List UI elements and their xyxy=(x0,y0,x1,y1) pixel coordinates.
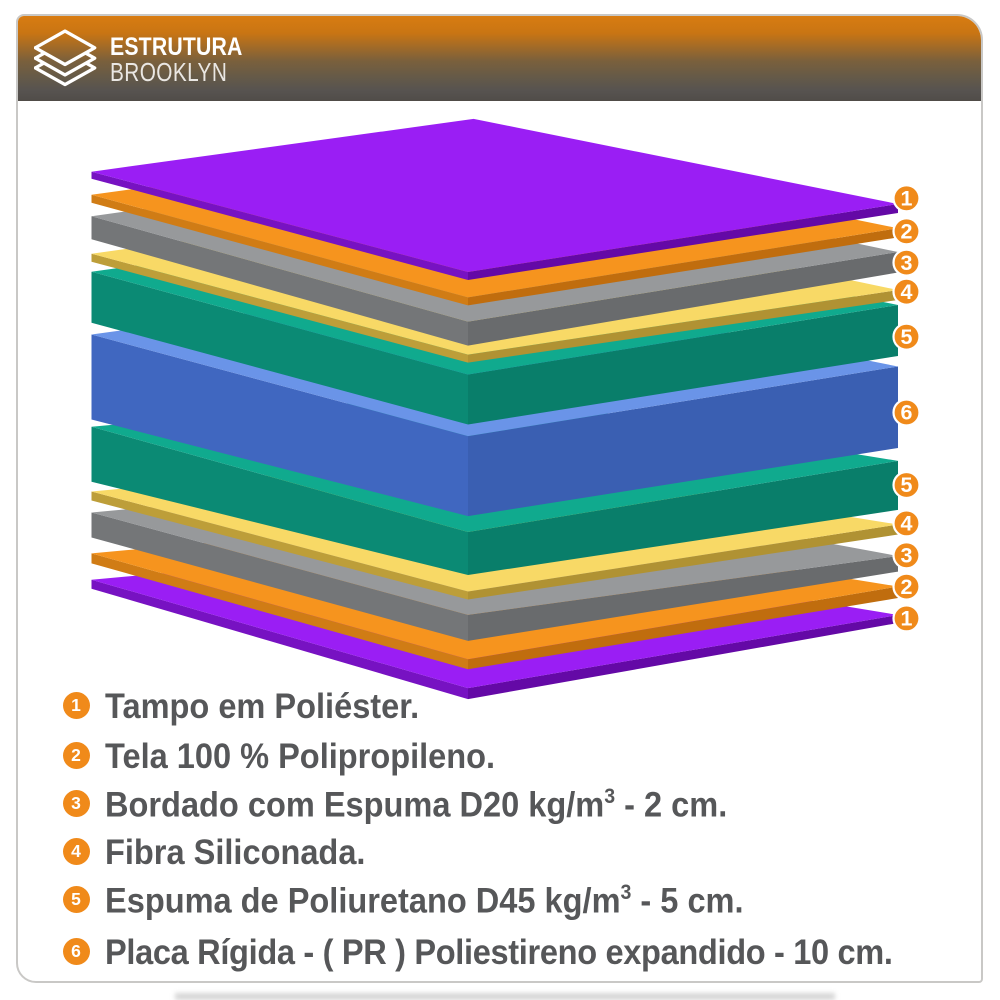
svg-text:5: 5 xyxy=(901,325,913,349)
svg-text:6: 6 xyxy=(901,401,913,425)
svg-text:1: 1 xyxy=(901,187,913,211)
svg-text:5: 5 xyxy=(901,473,913,497)
svg-text:3: 3 xyxy=(901,544,913,568)
svg-text:1: 1 xyxy=(901,607,913,631)
svg-text:2: 2 xyxy=(901,575,913,599)
svg-text:4: 4 xyxy=(901,280,913,304)
svg-text:3: 3 xyxy=(901,251,913,275)
svg-text:2: 2 xyxy=(901,220,913,244)
svg-text:4: 4 xyxy=(901,512,913,536)
